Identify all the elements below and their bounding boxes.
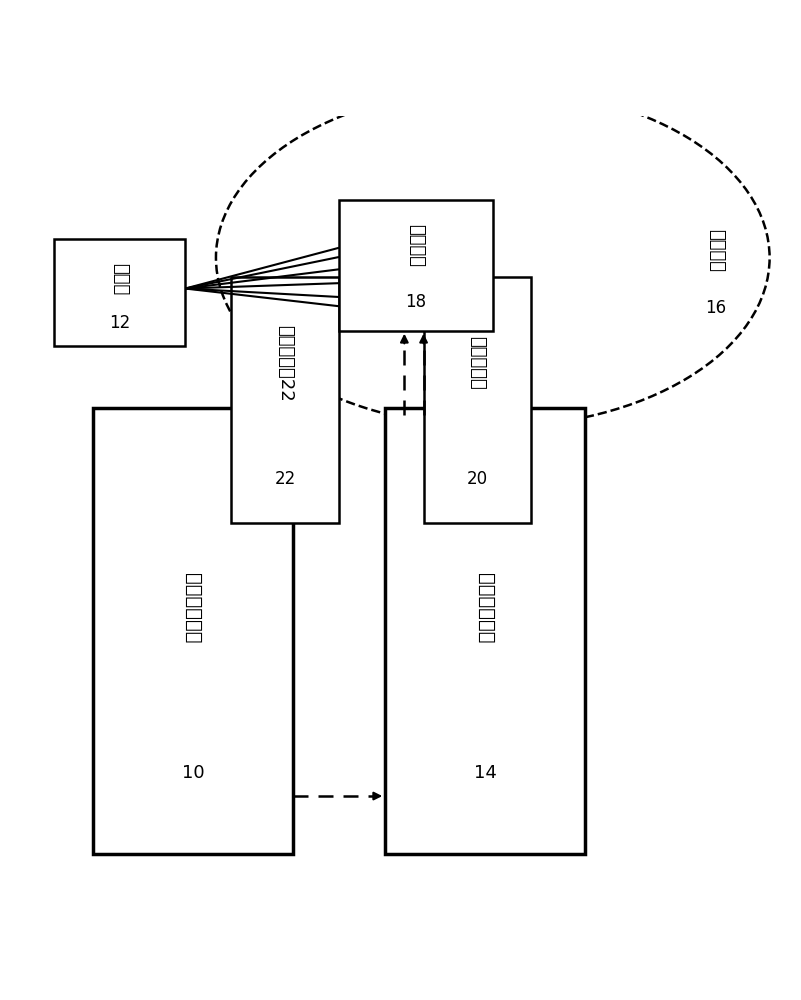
Text: 12: 12 [109, 314, 131, 332]
Text: 机器区域: 机器区域 [407, 224, 425, 267]
Bar [339, 200, 493, 331]
Bar [231, 277, 339, 523]
Text: 监视空间: 监视空间 [706, 229, 725, 272]
Text: 18: 18 [405, 293, 426, 311]
Bar [93, 408, 293, 854]
Text: 22: 22 [275, 470, 296, 488]
Text: 20: 20 [467, 470, 488, 488]
Text: 照明监视装置: 照明监视装置 [183, 573, 203, 644]
Bar [424, 277, 531, 523]
Text: 激光源: 激光源 [111, 263, 129, 296]
Bar [54, 239, 185, 346]
Text: 16: 16 [705, 299, 727, 317]
Text: 10: 10 [182, 764, 204, 782]
Text: 14: 14 [473, 764, 497, 782]
Text: 机器视觉系统: 机器视觉系统 [476, 573, 494, 644]
Bar [385, 408, 585, 854]
Text: 传感器单刷22: 传感器单刷22 [276, 325, 294, 402]
Text: 图像传感器: 图像传感器 [469, 336, 486, 390]
